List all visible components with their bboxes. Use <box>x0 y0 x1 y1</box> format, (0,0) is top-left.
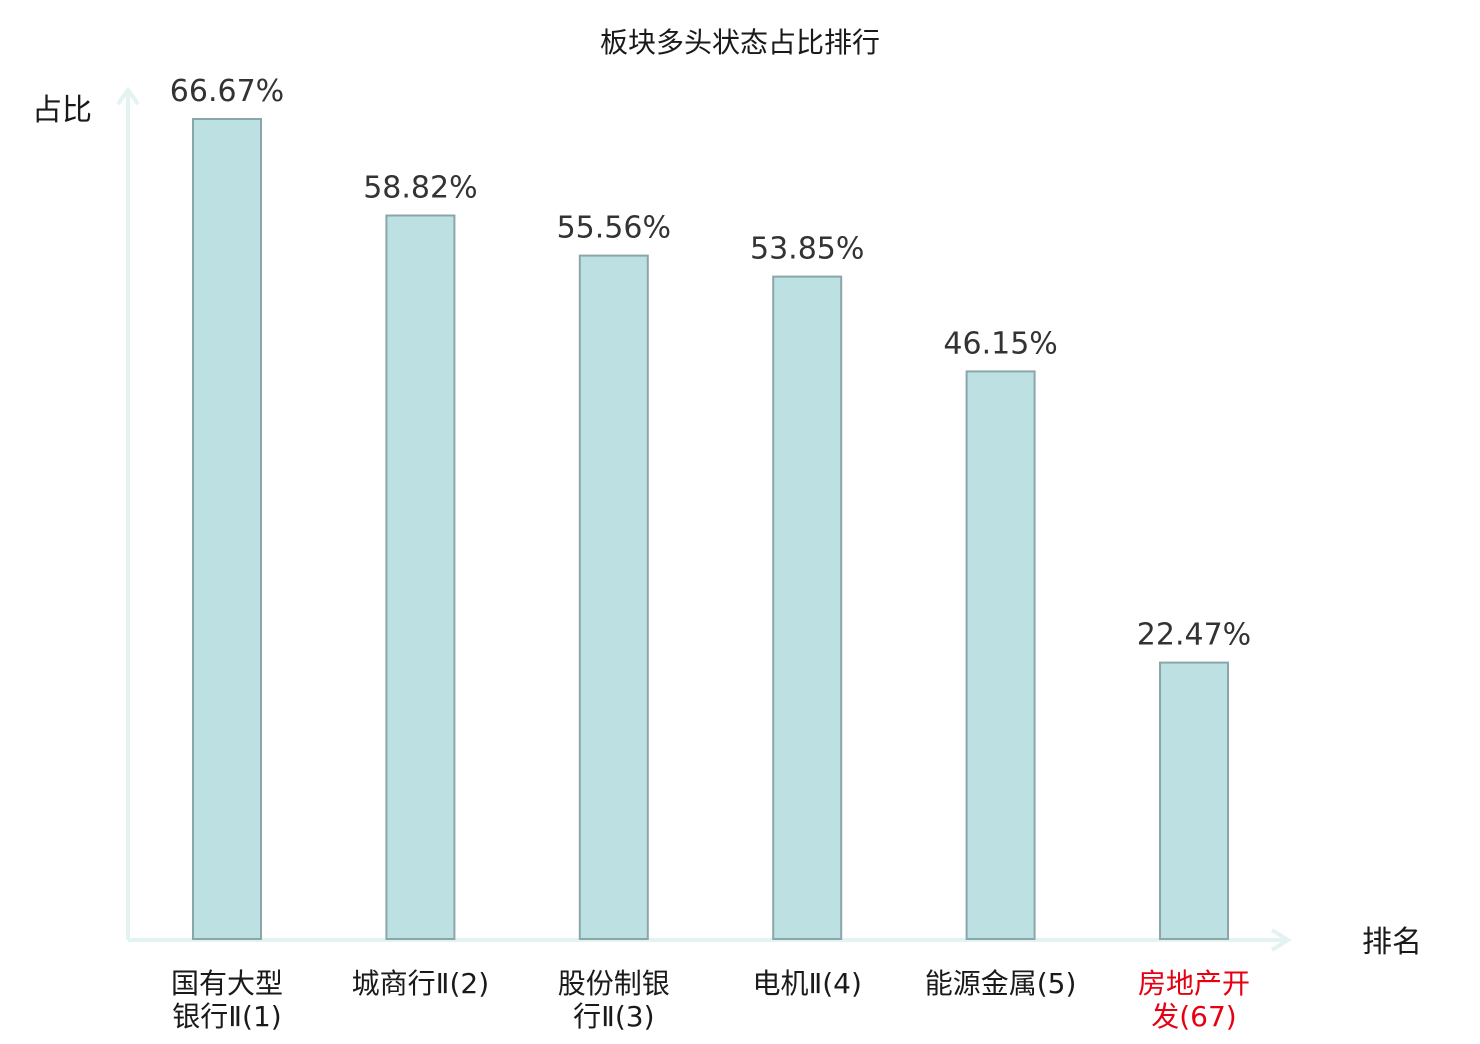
category-label-line: 电机Ⅱ(4) <box>752 967 861 1000</box>
value-label: 58.82% <box>363 171 477 206</box>
bar <box>965 370 1036 940</box>
category-label-line: 行Ⅱ(3) <box>573 1000 654 1033</box>
category-label-line: 国有大型 <box>171 967 283 1000</box>
x-axis-arrow <box>1270 928 1292 952</box>
value-label: 22.47% <box>1137 618 1251 653</box>
category-label: 电机Ⅱ(4) <box>752 967 861 1000</box>
bar <box>1159 661 1229 940</box>
value-label: 46.15% <box>943 326 1057 361</box>
y-axis-arrow <box>116 86 140 106</box>
bar <box>192 118 262 940</box>
bars-layer <box>192 118 1229 941</box>
category-label-line: 城商行Ⅱ(2) <box>352 967 489 1000</box>
y-axis-label: 占比 <box>32 93 92 128</box>
category-label-line: 股份制银 <box>558 967 670 1000</box>
category-label: 能源金属(5) <box>925 967 1077 1000</box>
value-labels-layer: 66.67% 58.82% 55.56% 53.85% 46.15% 22.47% <box>170 74 1251 653</box>
category-label-line: 能源金属(5) <box>925 967 1077 1000</box>
category-label: 国有大型银行Ⅱ(1) <box>171 967 283 1033</box>
bar <box>578 254 649 941</box>
value-label: 55.56% <box>557 211 671 246</box>
category-label-line: 银行Ⅱ(1) <box>172 1000 281 1033</box>
value-label: 53.85% <box>750 232 864 267</box>
axes <box>116 86 1292 952</box>
category-labels-layer: 国有大型银行Ⅱ(1) 城商行Ⅱ(2) 股份制银行Ⅱ(3) 电机Ⅱ(4) 能源金属(5) 房… <box>171 967 1250 1033</box>
category-label-line: 房地产开 <box>1138 967 1250 1000</box>
bar <box>772 275 843 941</box>
category-label-line: 发(67) <box>1151 1000 1236 1033</box>
category-label: 房地产开发(67) <box>1138 967 1250 1033</box>
chart-title: 板块多头状态占比排行 <box>600 26 880 59</box>
value-label: 66.67% <box>170 74 284 109</box>
bar <box>385 214 456 940</box>
x-axis-label: 排名 <box>1362 925 1422 960</box>
category-label: 股份制银行Ⅱ(3) <box>558 967 670 1033</box>
category-label: 城商行Ⅱ(2) <box>352 967 489 1000</box>
